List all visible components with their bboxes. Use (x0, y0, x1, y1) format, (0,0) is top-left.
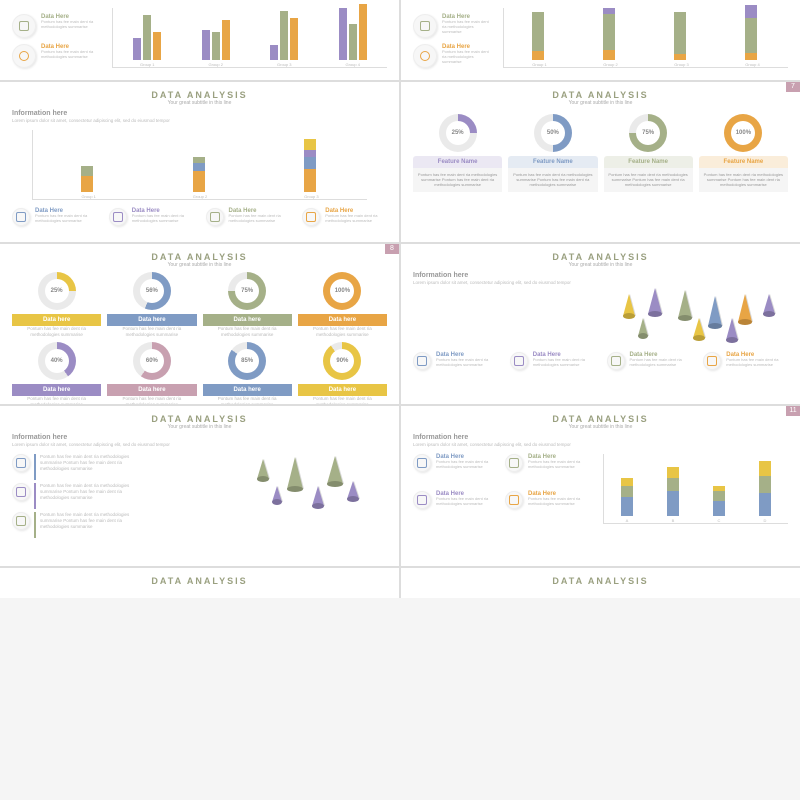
slide-subtitle: Your great subtitle in this line (413, 262, 788, 268)
legend-row: Data HerePontum has fee main dent ria me… (12, 208, 387, 226)
info-heading: Information here (413, 272, 788, 279)
legend-item: Data HerePontum has fee main dent ria me… (12, 44, 102, 68)
slide-title: DATA ANALYSIS (413, 576, 788, 586)
slide-title: DATA ANALYSIS (12, 414, 387, 424)
slide-subtitle: Your great subtitle in this line (413, 424, 788, 430)
slide-8: 11 DATA ANALYSIS Your great subtitle in … (401, 406, 800, 566)
slide-9: DATA ANALYSIS (0, 568, 399, 598)
info-text: Lorem ipsum dolor sit amet, consectetur … (12, 442, 387, 448)
slide-subtitle: Your great subtitle in this line (12, 262, 387, 268)
calendar-icon (413, 14, 437, 38)
side-icon (12, 454, 30, 472)
slide-10: DATA ANALYSIS (401, 568, 800, 598)
slide-title: DATA ANALYSIS (413, 414, 788, 424)
legend-icon (413, 454, 431, 472)
legend-grid: Data HerePontum has fee main dent ria me… (413, 454, 593, 524)
slide-subtitle: Your great subtitle in this line (12, 424, 387, 430)
cone-chart (237, 454, 387, 514)
donut-row: 25%Feature NamePontum has fee main dent … (413, 114, 788, 192)
side-icon (12, 512, 30, 530)
page-number: 11 (786, 406, 800, 416)
info-heading: Information here (413, 434, 788, 441)
stacked-bar-chart: Group 1Group 2Group 3Group 4 (503, 8, 788, 68)
info-heading: Information here (12, 434, 387, 441)
legend-icon (302, 208, 320, 226)
side-list: Pontum has fee main dent ria methodologi… (12, 454, 152, 538)
legend-icon (510, 352, 528, 370)
stacked-bar-chart: Group 1Group 2Group 3 (32, 130, 367, 200)
legend-icon (607, 352, 625, 370)
slide-1: Data HerePontum has fee main dent ria me… (0, 0, 399, 80)
slide-6: DATA ANALYSIS Your great subtitle in thi… (401, 244, 800, 404)
slide-title: DATA ANALYSIS (413, 90, 788, 100)
donut-grid: 25%Data herePontum has fee main dent ria… (12, 272, 387, 338)
slide-title: DATA ANALYSIS (12, 576, 387, 586)
slide-7: DATA ANALYSIS Your great subtitle in thi… (0, 406, 399, 566)
legend-icon (505, 491, 523, 509)
stacked-bar-chart: ABCD (603, 454, 788, 524)
legend-icon (413, 352, 431, 370)
slide-2: Data HerePontum has fee main dent ria me… (401, 0, 800, 80)
info-heading: Information here (12, 110, 387, 117)
donut-grid: 40%Data herePontum has fee main dent ria… (12, 342, 387, 404)
share-icon (12, 44, 36, 68)
slide-3: DATA ANALYSIS Your great subtitle in thi… (0, 82, 399, 242)
slide-title: DATA ANALYSIS (12, 90, 387, 100)
info-text: Lorem ipsum dolor sit amet, consectetur … (12, 118, 387, 124)
page-number: 7 (786, 82, 800, 92)
legend-row: Data HerePontum has fee main dent ria me… (413, 352, 788, 370)
slide-5: 8 DATA ANALYSIS Your great subtitle in t… (0, 244, 399, 404)
slide-title: DATA ANALYSIS (413, 252, 788, 262)
legend-icon (206, 208, 224, 226)
slide-title: DATA ANALYSIS (12, 252, 387, 262)
slide-subtitle: Your great subtitle in this line (12, 100, 387, 106)
cone-chart (608, 286, 788, 346)
legend-icon (505, 454, 523, 472)
grouped-bar-chart: Group 1Group 2Group 3Group 4 (112, 8, 387, 68)
legend-icon (703, 352, 721, 370)
calendar-icon (12, 14, 36, 38)
legend-item: Data HerePontum has fee main dent ria me… (12, 14, 102, 38)
side-icon (12, 483, 30, 501)
legend: Data HerePontum has fee main dent ria me… (12, 14, 102, 68)
page-number: 8 (385, 244, 399, 254)
info-text: Lorem ipsum dolor sit amet, consectetur … (413, 442, 788, 448)
slide-4: 7 DATA ANALYSIS Your great subtitle in t… (401, 82, 800, 242)
share-icon (413, 44, 437, 68)
legend-icon (413, 491, 431, 509)
legend: Data HerePontum has fee main dent ria me… (413, 14, 493, 68)
legend-icon (109, 208, 127, 226)
slide-subtitle: Your great subtitle in this line (413, 100, 788, 106)
legend-icon (12, 208, 30, 226)
slide-grid: Data HerePontum has fee main dent ria me… (0, 0, 800, 598)
